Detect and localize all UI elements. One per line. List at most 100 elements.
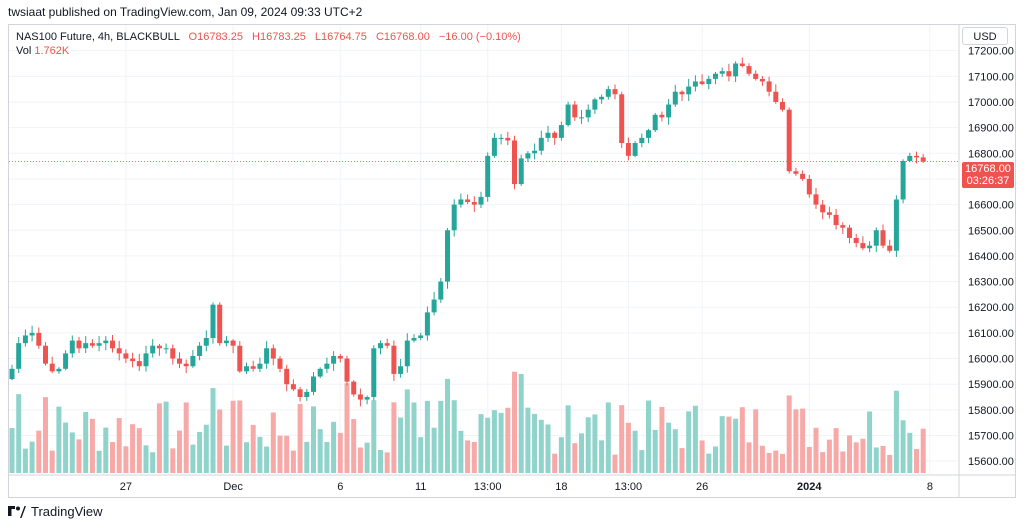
candle-body[interactable] <box>143 353 149 367</box>
candle-body[interactable] <box>103 340 109 344</box>
candle-body[interactable] <box>632 143 638 156</box>
candle-body[interactable] <box>351 381 357 395</box>
candle-body[interactable] <box>746 66 752 74</box>
candle-body[interactable] <box>545 132 551 138</box>
candle-body[interactable] <box>485 155 491 197</box>
symbol-label[interactable]: NAS100 Future, 4h, BLACKBULL <box>16 31 180 43</box>
candle-body[interactable] <box>384 343 390 346</box>
candle-body[interactable] <box>130 358 136 362</box>
candle-body[interactable] <box>150 345 156 354</box>
candle-body[interactable] <box>331 355 337 364</box>
candle-body[interactable] <box>371 348 377 398</box>
candle-body[interactable] <box>378 343 383 349</box>
candle-body[interactable] <box>867 245 873 249</box>
candle-body[interactable] <box>250 366 256 369</box>
candle-body[interactable] <box>83 343 89 349</box>
candle-body[interactable] <box>625 143 631 156</box>
candle-body[interactable] <box>552 132 558 138</box>
candle-body[interactable] <box>692 81 698 87</box>
candle-body[interactable] <box>190 355 196 367</box>
candle-body[interactable] <box>793 171 799 174</box>
candle-body[interactable] <box>686 86 692 95</box>
candle-body[interactable] <box>438 281 444 300</box>
candle-body[interactable] <box>76 340 82 349</box>
candle-body[interactable] <box>284 368 290 385</box>
candle-body[interactable] <box>914 155 919 158</box>
candle-body[interactable] <box>666 104 672 118</box>
candle-body[interactable] <box>49 363 55 372</box>
candle-body[interactable] <box>337 355 343 359</box>
currency-selector[interactable]: USD <box>962 27 1008 45</box>
candle-body[interactable] <box>786 109 792 172</box>
candle-body[interactable] <box>22 335 28 344</box>
candle-body[interactable] <box>847 227 852 238</box>
candle-body[interactable] <box>619 94 625 144</box>
candle-body[interactable] <box>116 348 122 354</box>
candle-body[interactable] <box>445 230 450 282</box>
candle-body[interactable] <box>558 125 564 138</box>
candle-body[interactable] <box>451 204 457 231</box>
candle-body[interactable] <box>739 63 745 67</box>
candle-body[interactable] <box>9 368 15 380</box>
candle-body[interactable] <box>277 358 283 369</box>
candle-body[interactable] <box>210 304 216 339</box>
candle-body[interactable] <box>297 389 303 398</box>
candle-body[interactable] <box>518 158 524 185</box>
candle-body[interactable] <box>585 109 591 118</box>
candle-body[interactable] <box>826 212 832 215</box>
candle-body[interactable] <box>706 78 712 85</box>
candle-body[interactable] <box>458 199 464 205</box>
candle-body[interactable] <box>833 214 839 226</box>
candle-body[interactable] <box>230 340 236 346</box>
candle-body[interactable] <box>572 104 578 118</box>
candle-body[interactable] <box>652 114 658 131</box>
candle-body[interactable] <box>270 348 276 359</box>
footer-brand[interactable]: TradingView <box>8 502 103 522</box>
candle-body[interactable] <box>16 343 22 369</box>
candle-body[interactable] <box>264 348 270 364</box>
candle-body[interactable] <box>733 63 739 77</box>
candle-body[interactable] <box>304 391 310 398</box>
candle-body[interactable] <box>920 157 926 162</box>
candle-body[interactable] <box>900 160 906 200</box>
candle-body[interactable] <box>431 299 437 313</box>
candle-body[interactable] <box>311 376 316 392</box>
candle-body[interactable] <box>89 343 95 346</box>
candle-body[interactable] <box>699 81 705 85</box>
candle-body[interactable] <box>579 117 584 119</box>
candle-body[interactable] <box>197 345 203 356</box>
candle-body[interactable] <box>203 338 209 346</box>
candle-body[interactable] <box>183 363 189 367</box>
candle-body[interactable] <box>646 130 651 138</box>
candle-body[interactable] <box>96 343 102 346</box>
candle-body[interactable] <box>713 73 718 79</box>
candle-body[interactable] <box>257 363 263 369</box>
candle-body[interactable] <box>592 99 598 110</box>
candle-body[interactable] <box>424 312 430 336</box>
candle-body[interactable] <box>163 348 169 350</box>
candle-body[interactable] <box>820 204 826 213</box>
candle-body[interactable] <box>873 230 879 246</box>
candle-body[interactable] <box>753 73 759 79</box>
candle-body[interactable] <box>853 237 859 244</box>
candle-body[interactable] <box>123 353 129 359</box>
candle-body[interactable] <box>679 91 685 95</box>
candle-body[interactable] <box>344 358 350 382</box>
candle-body[interactable] <box>290 384 296 390</box>
candle-body[interactable] <box>800 173 806 179</box>
candle-body[interactable] <box>880 230 886 246</box>
candle-body[interactable] <box>893 199 899 251</box>
candle-body[interactable] <box>56 368 62 372</box>
candle-body[interactable] <box>217 304 223 344</box>
candle-body[interactable] <box>759 78 765 82</box>
candle-body[interactable] <box>223 340 229 344</box>
candle-body[interactable] <box>136 361 142 367</box>
candle-body[interactable] <box>237 345 243 372</box>
candle-body[interactable] <box>357 394 363 400</box>
candle-body[interactable] <box>36 332 42 346</box>
candle-body[interactable] <box>813 194 819 205</box>
candle-body[interactable] <box>43 345 48 364</box>
candle-body[interactable] <box>672 91 678 105</box>
candle-body[interactable] <box>418 335 424 339</box>
